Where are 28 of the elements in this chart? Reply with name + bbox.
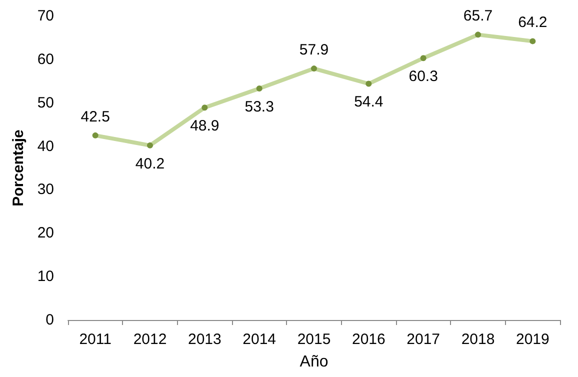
- x-tick-label: 2019: [516, 331, 550, 348]
- data-label: 60.3: [408, 68, 438, 86]
- y-tick-label: 40: [37, 138, 54, 155]
- y-tick-label: 10: [37, 268, 54, 286]
- x-tick-label: 2015: [297, 331, 331, 348]
- x-tick-label: 2011: [79, 331, 112, 348]
- x-tick-label: 2018: [461, 331, 495, 348]
- x-tick-label: 2016: [352, 331, 386, 348]
- x-tick-label: 2012: [133, 331, 167, 348]
- y-tick-label: 50: [37, 94, 54, 112]
- data-label: 48.9: [190, 118, 220, 135]
- y-tick-label: 60: [37, 50, 54, 68]
- x-tick-label: 2017: [406, 331, 440, 348]
- x-axis-title: Año: [300, 354, 328, 370]
- data-label: 57.9: [299, 42, 329, 59]
- y-tick-label: 20: [37, 224, 54, 242]
- x-tick-label: 2013: [188, 331, 222, 348]
- y-tick-label: 30: [37, 181, 54, 198]
- data-label: 64.2: [518, 14, 548, 32]
- data-label: 54.4: [354, 94, 384, 111]
- data-label: 42.5: [80, 108, 110, 126]
- data-label: 53.3: [244, 98, 274, 116]
- data-label: 40.2: [135, 155, 165, 172]
- y-tick-label: 0: [46, 312, 54, 328]
- y-tick-label: 70: [37, 8, 54, 24]
- y-axis-title: Porcentaje: [10, 130, 27, 206]
- x-tick-label: 2014: [242, 331, 276, 348]
- data-label: 65.7: [463, 8, 493, 25]
